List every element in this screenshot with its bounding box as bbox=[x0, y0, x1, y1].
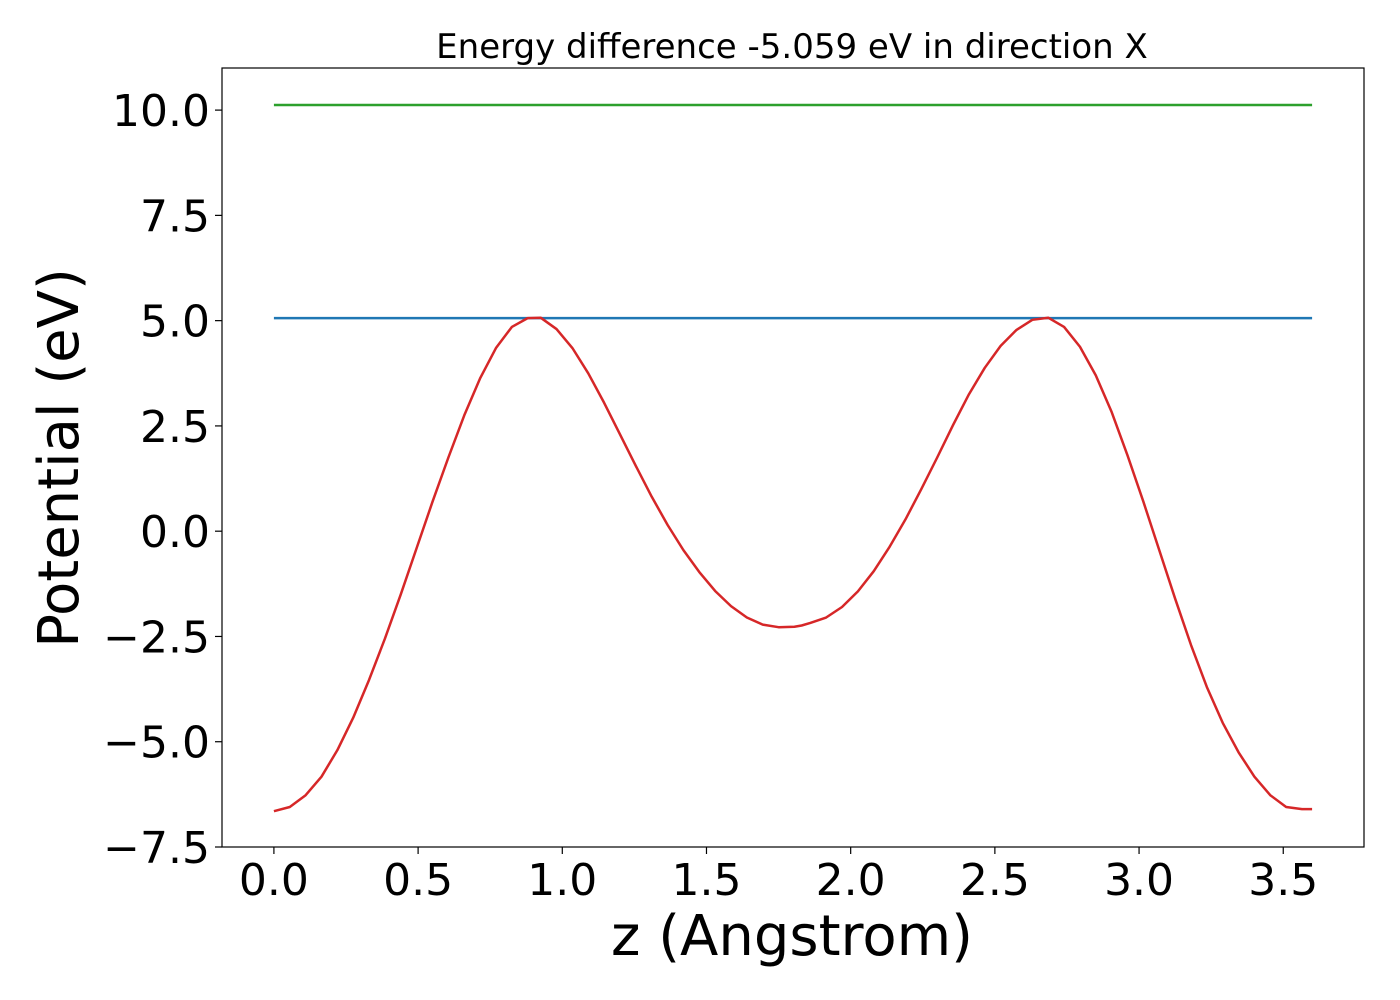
y-tick-label: −2.5 bbox=[103, 612, 210, 663]
y-tick-label: 10.0 bbox=[112, 86, 210, 137]
y-tick-label: −5.0 bbox=[103, 718, 210, 769]
x-axis-label: z (Angstrom) bbox=[611, 904, 973, 969]
series-line-2 bbox=[273, 316, 1313, 813]
y-axis-label: Potential (eV) bbox=[27, 268, 92, 648]
x-tick-label: 0.0 bbox=[239, 855, 309, 906]
x-tick-label: 3.0 bbox=[1104, 855, 1174, 906]
x-axis: 0.0 0.5 1.0 1.5 2.0 2.5 3.0 3.5 bbox=[239, 847, 1318, 906]
x-tick-label: 1.5 bbox=[671, 855, 741, 906]
y-axis: −7.5 −5.0 −2.5 0.0 2.5 5.0 7.5 10.0 bbox=[103, 86, 222, 874]
x-tick-label: 2.0 bbox=[816, 855, 886, 906]
axes-frame bbox=[221, 67, 1365, 848]
y-tick-label: 2.5 bbox=[140, 402, 210, 453]
x-tick-label: 2.5 bbox=[960, 855, 1030, 906]
x-tick-label: 0.5 bbox=[383, 855, 453, 906]
plot-area bbox=[273, 103, 1313, 813]
x-tick-label: 1.0 bbox=[527, 855, 597, 906]
chart-title: Energy difference -5.059 eV in direction… bbox=[436, 27, 1148, 67]
y-tick-label: 5.0 bbox=[140, 297, 210, 348]
y-tick-label: 0.0 bbox=[140, 507, 210, 558]
x-tick-label: 3.5 bbox=[1248, 855, 1318, 906]
y-tick-label: 7.5 bbox=[140, 191, 210, 242]
y-tick-label: −7.5 bbox=[103, 823, 210, 874]
